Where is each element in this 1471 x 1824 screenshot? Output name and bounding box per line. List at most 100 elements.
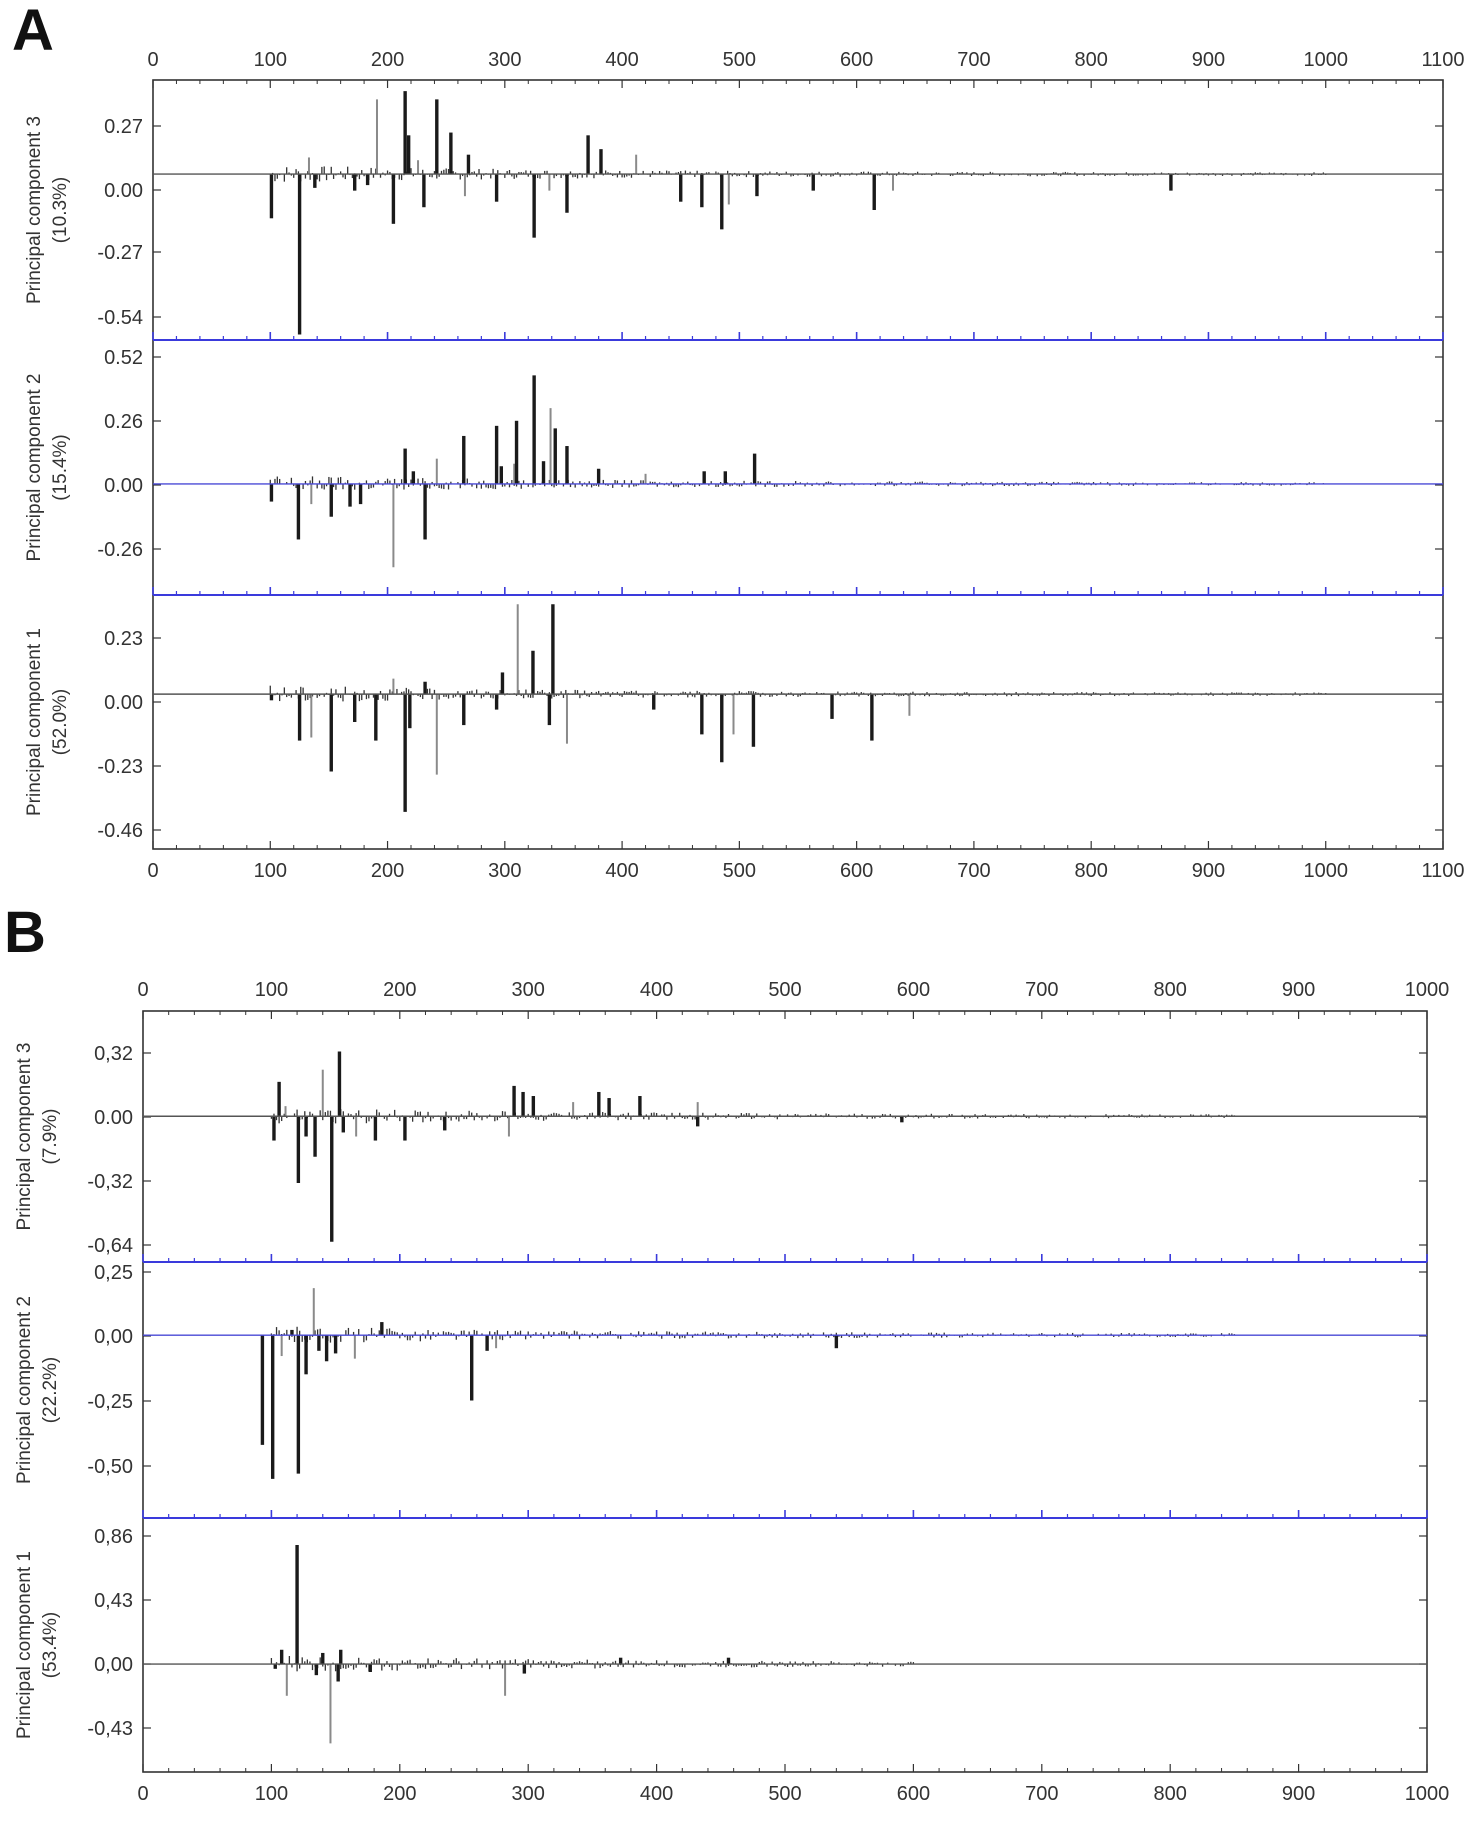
loading-stems (270, 1051, 1236, 1242)
y-tick-label: 0.00 (104, 180, 143, 202)
y-tick-label: -0.54 (97, 307, 143, 329)
x-tick-label: 0 (137, 979, 148, 1001)
x-tick-label: 400 (640, 979, 673, 1001)
y-tick-label: -0,43 (87, 1718, 133, 1740)
x-tick-label: 300 (512, 1783, 545, 1805)
panel-a-subplot-pc1: Principal component 1 (52.0%) 0.23 0.00 … (24, 587, 1444, 842)
panel-b-bottom-x-axis: 0 100 200 300 400 500 600 700 800 900 1000 (137, 1764, 1449, 1805)
y-tick-label: 0,86 (94, 1526, 133, 1548)
x-tick-label: 400 (605, 860, 638, 882)
x-tick-label: 100 (255, 979, 288, 1001)
x-tick-label: 0 (137, 1783, 148, 1805)
y-tick-label: 0.00 (104, 475, 143, 497)
y-axis-label: Principal component 3 (24, 116, 45, 304)
y-tick-label: 0,25 (94, 1262, 133, 1284)
y-axis-label: Principal component 1 (24, 628, 45, 816)
y-axis-variance: (22.2%) (40, 1357, 61, 1424)
y-tick-label: 0,00 (94, 1326, 133, 1348)
x-tick-label: 100 (254, 49, 287, 71)
loading-stems (269, 604, 1327, 812)
x-tick-label: 800 (1074, 49, 1107, 71)
x-tick-label: 200 (383, 979, 416, 1001)
y-axis-ticks: 0,32 0.00 -0,32 -0,64 (87, 1043, 1427, 1257)
x-tick-label: 700 (957, 49, 990, 71)
x-tick-label: 900 (1282, 1783, 1315, 1805)
panel-b-subplot-pc3: Principal component 3 (7.9%) 0,32 0.00 -… (14, 1043, 1427, 1257)
x-tick-label: 100 (255, 1783, 288, 1805)
panel-b: B 0 100 200 300 400 500 600 700 800 900 1000 0 100 2… (4, 900, 1449, 1805)
y-tick-label: -0,50 (87, 1456, 133, 1478)
x-tick-label: 0 (147, 49, 158, 71)
y-tick-label: -0.26 (97, 539, 143, 561)
panel-letter-b: B (4, 900, 46, 965)
x-tick-label: 900 (1282, 979, 1315, 1001)
loading-stems (269, 91, 1327, 335)
y-tick-label: 0,00 (94, 1654, 133, 1676)
y-tick-label: 0.00 (104, 692, 143, 714)
panel-b-subplot-pc1: Principal component 1 (53.4%) 0,86 0,43 … (14, 1510, 1428, 1744)
x-tick-label: 0 (147, 860, 158, 882)
y-axis-ticks: 0,25 0,00 -0,25 -0,50 (87, 1262, 1427, 1478)
x-tick-label: 1000 (1303, 49, 1348, 71)
loading-stems (260, 1288, 1236, 1479)
x-tick-label: 1100 (1421, 860, 1464, 882)
x-tick-label: 400 (605, 49, 638, 71)
x-tick-label: 800 (1074, 860, 1107, 882)
y-tick-label: -0.46 (97, 820, 143, 842)
x-tick-label: 500 (723, 860, 756, 882)
y-axis-ticks: 0.27 0.00 -0.27 -0.54 (97, 116, 1443, 329)
x-tick-label: 700 (957, 860, 990, 882)
panel-b-subplot-pc2: Principal component 2 (22.2%) 0,25 0,00 … (14, 1254, 1428, 1484)
y-tick-label: 0.23 (104, 628, 143, 650)
x-tick-label: 600 (840, 49, 873, 71)
y-tick-label: -0.27 (97, 242, 143, 264)
panel-a-frame (152, 79, 1444, 850)
y-axis-label: Principal component 2 (14, 1296, 35, 1484)
y-tick-label: 0.26 (104, 411, 143, 433)
y-axis-variance: (7.9%) (40, 1109, 61, 1165)
y-tick-label: 0.00 (94, 1107, 133, 1129)
y-axis-ticks: 0,86 0,43 0,00 -0,43 (87, 1526, 1427, 1740)
y-tick-label: 0.27 (104, 116, 143, 138)
panel-a-bottom-x-axis: 0 100 200 300 400 500 600 700 800 900 1000 1100 (147, 841, 1465, 882)
y-tick-label: 0,43 (94, 1590, 133, 1612)
x-tick-label: 1000 (1405, 979, 1450, 1001)
y-axis-label: Principal component 2 (24, 374, 45, 562)
x-tick-label: 600 (840, 860, 873, 882)
x-tick-label: 200 (371, 860, 404, 882)
x-tick-label: 1100 (1421, 49, 1464, 71)
y-axis-ticks: 0.23 0.00 -0.23 -0.46 (97, 628, 1443, 842)
x-tick-label: 300 (512, 979, 545, 1001)
x-tick-label: 900 (1192, 860, 1225, 882)
loading-stems (270, 1544, 915, 1744)
y-tick-label: -0,32 (87, 1171, 133, 1193)
panel-a-subplot-pc3: Principal component 3 (10.3%) 0.27 0.00 … (24, 91, 1443, 335)
y-tick-label: 0,32 (94, 1043, 133, 1065)
x-tick-label: 300 (488, 860, 521, 882)
loading-stems (269, 375, 1327, 568)
x-tick-label: 600 (897, 1783, 930, 1805)
panel-a: A 0 100 200 300 400 500 600 700 800 900 1000 1100 0… (12, 0, 1465, 882)
y-axis-label: Principal component 3 (14, 1043, 35, 1231)
y-tick-label: 0.52 (104, 347, 143, 369)
y-axis-variance: (10.3%) (50, 177, 71, 244)
x-tick-label: 1000 (1303, 860, 1348, 882)
x-tick-label: 900 (1192, 49, 1225, 71)
x-tick-label: 400 (640, 1783, 673, 1805)
x-tick-label: 800 (1154, 979, 1187, 1001)
x-tick-label: 600 (897, 979, 930, 1001)
x-tick-label: 700 (1025, 979, 1058, 1001)
x-tick-label: 200 (383, 1783, 416, 1805)
x-tick-label: 1000 (1405, 1783, 1450, 1805)
x-tick-label: 200 (371, 49, 404, 71)
x-tick-label: 700 (1025, 1783, 1058, 1805)
x-tick-label: 100 (254, 860, 287, 882)
panel-letter-a: A (12, 0, 54, 63)
y-axis-ticks: 0.52 0.26 0.00 -0.26 (97, 347, 1443, 561)
y-axis-variance: (52.0%) (50, 689, 71, 756)
panel-b-frame (142, 1010, 1428, 1773)
x-tick-label: 500 (768, 979, 801, 1001)
panel-a-subplot-pc2: Principal component 2 (15.4%) 0.52 0.26 … (24, 332, 1444, 568)
y-tick-label: -0.23 (97, 756, 143, 778)
